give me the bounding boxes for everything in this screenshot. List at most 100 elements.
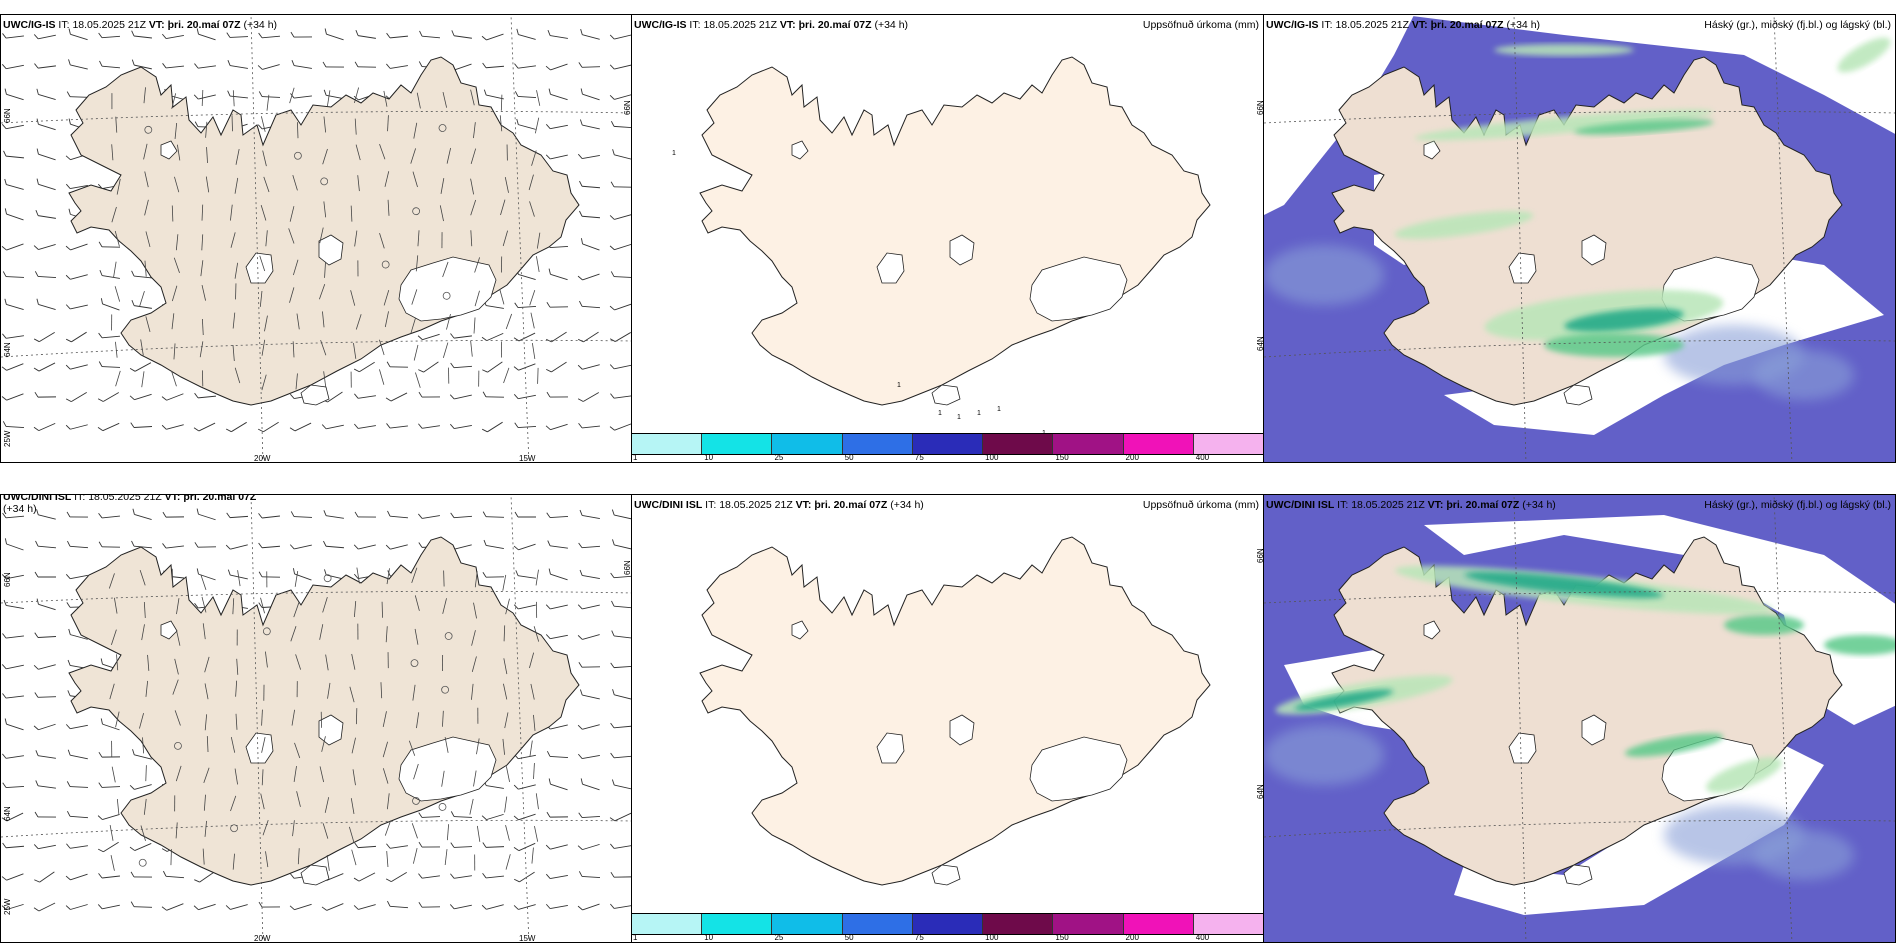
wind-barb xyxy=(200,260,204,277)
wind-barb xyxy=(33,902,56,912)
wind-barb xyxy=(261,737,266,753)
wind-barb xyxy=(350,798,355,815)
wind-barb xyxy=(323,116,327,133)
wind-barb xyxy=(350,290,356,306)
wind-barb xyxy=(609,812,631,822)
wind-barb xyxy=(141,624,145,641)
colorbar-bin-25 xyxy=(772,914,843,934)
wind-barb xyxy=(356,567,360,584)
wind-barb xyxy=(471,683,474,700)
wind-barb xyxy=(65,904,88,910)
wind-barb xyxy=(546,361,567,373)
wind-barb xyxy=(610,662,631,669)
wind-barb xyxy=(545,873,568,880)
wind-barb xyxy=(193,94,216,100)
wind-barb xyxy=(534,117,540,134)
wind-barb xyxy=(528,174,534,191)
wind-barb xyxy=(33,362,56,372)
wind-barb xyxy=(611,509,631,520)
glacier-4 xyxy=(1423,620,1441,640)
wind-barb xyxy=(196,568,216,581)
wind-barb xyxy=(265,851,269,868)
wind-barb xyxy=(386,361,409,368)
wind-barb xyxy=(68,28,88,41)
wind-barb xyxy=(2,633,24,639)
wind-barb xyxy=(264,315,268,332)
wind-barb xyxy=(1,124,24,130)
wind-barb xyxy=(129,843,152,851)
graticule-line xyxy=(1,110,631,124)
wind-barb xyxy=(357,175,360,192)
wind-barb xyxy=(114,230,120,247)
wind-barb xyxy=(111,206,117,223)
wind-barb xyxy=(259,255,266,272)
glacier-3 xyxy=(300,384,330,406)
wind-barb xyxy=(98,361,121,368)
wind-barb xyxy=(439,205,444,222)
wind-barb xyxy=(514,63,536,69)
wind-barb xyxy=(161,393,184,401)
panel-field-title: Uppsöfnuð úrkoma (mm) xyxy=(1142,19,1259,31)
wind-barb xyxy=(441,770,445,787)
wind-barb xyxy=(144,260,147,277)
lat-label-66-right: 66N xyxy=(1256,548,1264,563)
wind-barb xyxy=(536,256,540,272)
wind-barb xyxy=(529,740,533,757)
wind-barb xyxy=(3,599,24,610)
lat-label-66: 66N xyxy=(3,108,12,123)
wind-barb xyxy=(474,290,480,307)
wind-barb xyxy=(261,374,267,391)
glacier-1 xyxy=(245,732,274,764)
wind-barb xyxy=(382,741,388,758)
wind-barb xyxy=(412,207,421,216)
wind-barb xyxy=(609,243,631,251)
wind-barb xyxy=(513,604,536,610)
wind-barb xyxy=(419,30,441,39)
precip-spot-value: 1 xyxy=(672,150,676,157)
wind-barb xyxy=(481,813,504,821)
wind-barb xyxy=(262,820,269,836)
wind-barb xyxy=(259,290,263,307)
wind-barb xyxy=(482,511,505,518)
wind-barb xyxy=(513,784,536,790)
wind-barb xyxy=(414,628,419,645)
wind-barb xyxy=(324,28,344,41)
wind-barb xyxy=(33,34,56,40)
wind-barb xyxy=(140,339,144,356)
wind-barb xyxy=(66,511,89,518)
wind-barb xyxy=(296,791,301,807)
wind-barb xyxy=(449,394,472,400)
wind-barb xyxy=(2,333,24,339)
wind-barb xyxy=(413,763,419,780)
wind-barb xyxy=(293,766,297,782)
wind-barb xyxy=(143,798,147,815)
wind-barb xyxy=(353,904,376,910)
wind-barb xyxy=(513,842,536,852)
wind-barb xyxy=(131,30,152,39)
wind-barb xyxy=(354,230,358,247)
wind-barb xyxy=(204,683,209,700)
wind-barb xyxy=(290,626,297,642)
wind-barb xyxy=(115,370,121,387)
wind-barb xyxy=(174,122,178,139)
wind-barb xyxy=(442,261,449,278)
colorbar-tick: 75 xyxy=(914,453,924,462)
wind-barb xyxy=(235,148,240,165)
wind-barb xyxy=(534,825,539,842)
wind-barb xyxy=(1,873,24,881)
graticule-line xyxy=(1,590,631,604)
wind-barb xyxy=(162,63,184,69)
wind-barb xyxy=(35,750,56,759)
wind-barb xyxy=(100,718,120,731)
wind-barb xyxy=(499,115,503,132)
wind-barb xyxy=(353,601,357,618)
wind-barb xyxy=(144,199,149,216)
wind-barb xyxy=(577,724,600,730)
wind-barb xyxy=(266,94,270,111)
wind-barb xyxy=(111,766,116,783)
wind-barb xyxy=(482,571,505,578)
wind-barb xyxy=(261,339,266,356)
wind-barb xyxy=(529,201,535,217)
wind-barb xyxy=(33,664,56,670)
wind-barb xyxy=(143,143,148,160)
